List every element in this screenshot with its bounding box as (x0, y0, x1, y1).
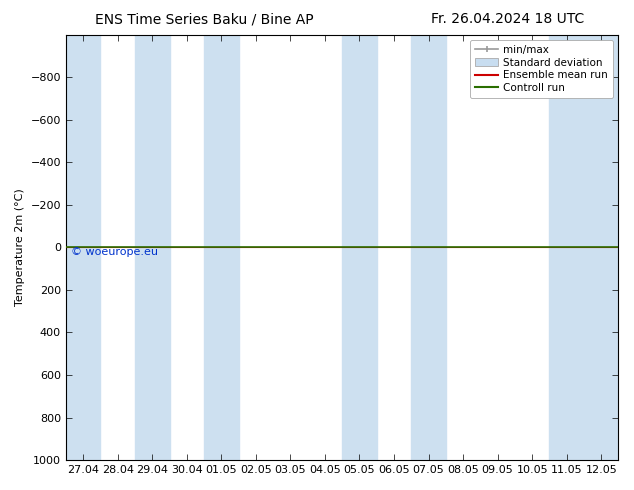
Bar (66, 35, 100, 460)
Legend: min/max, Standard deviation, Ensemble mean run, Controll run: min/max, Standard deviation, Ensemble me… (470, 40, 613, 98)
Bar (550, 35, 584, 460)
Bar (342, 35, 377, 460)
Bar (411, 35, 446, 460)
Y-axis label: Temperature 2m (°C): Temperature 2m (°C) (15, 189, 25, 306)
Bar (204, 35, 238, 460)
Text: Fr. 26.04.2024 18 UTC: Fr. 26.04.2024 18 UTC (431, 12, 585, 26)
Bar (135, 35, 169, 460)
Text: ENS Time Series Baku / Bine AP: ENS Time Series Baku / Bine AP (95, 12, 314, 26)
Bar (584, 35, 619, 460)
Text: © woeurope.eu: © woeurope.eu (72, 247, 158, 257)
